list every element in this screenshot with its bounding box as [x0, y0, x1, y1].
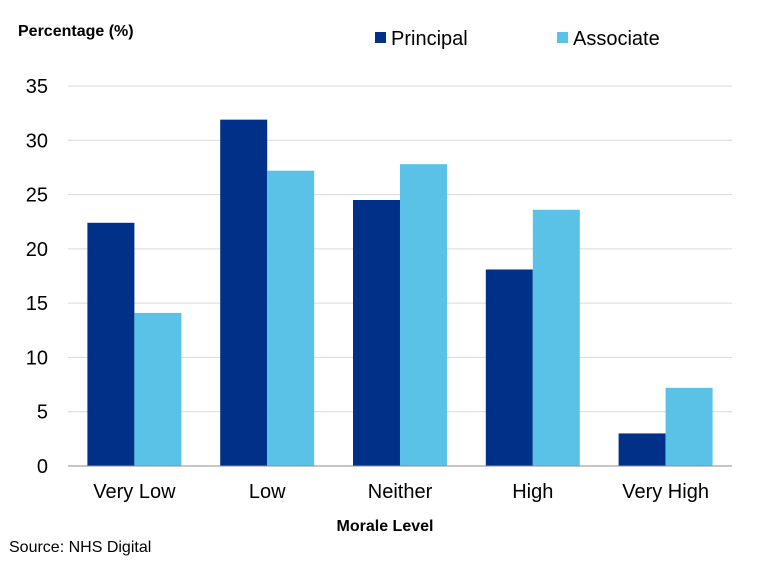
bar-principal-very-low — [87, 222, 135, 466]
bar-associate-low — [267, 170, 315, 466]
bar-associate-very-low — [134, 312, 182, 466]
x-tick-labels: Very Low Low Neither High Very High — [93, 481, 709, 503]
x-axis-label: Morale Level — [337, 518, 434, 535]
bar-principal-high — [485, 269, 533, 466]
x-tick-label: Very High — [622, 481, 709, 503]
y-tick-label: 35 — [26, 76, 48, 98]
legend-swatch-principal — [375, 32, 386, 43]
bar-principal-low — [220, 119, 268, 467]
y-tick-label: 0 — [37, 456, 48, 478]
bar-principal-neither — [353, 200, 400, 466]
x-tick-label: Neither — [368, 481, 433, 503]
y-tick-label: 30 — [26, 130, 48, 152]
bar-associate-high — [532, 209, 580, 466]
bars — [87, 119, 713, 467]
legend: Principal Associate — [375, 28, 660, 50]
bar-associate-neither — [400, 164, 447, 466]
legend-swatch-associate — [557, 32, 568, 43]
y-tick-label: 20 — [26, 239, 48, 261]
x-tick-label: High — [512, 481, 553, 503]
y-axis-label: Percentage (%) — [18, 23, 134, 40]
y-tick-labels: 0 5 10 15 20 25 30 35 — [26, 76, 48, 478]
bar-principal-very-high — [618, 433, 666, 466]
y-tick-label: 10 — [26, 347, 48, 369]
y-tick-label: 5 — [37, 402, 48, 424]
bar-associate-very-high — [665, 387, 713, 466]
y-tick-label: 25 — [26, 185, 48, 207]
legend-label-principal: Principal — [391, 28, 468, 50]
legend-label-associate: Associate — [573, 28, 660, 50]
y-tick-label: 15 — [26, 293, 48, 315]
x-tick-label: Low — [249, 481, 286, 503]
x-tick-label: Very Low — [93, 481, 176, 503]
source-note: Source: NHS Digital — [9, 539, 151, 556]
